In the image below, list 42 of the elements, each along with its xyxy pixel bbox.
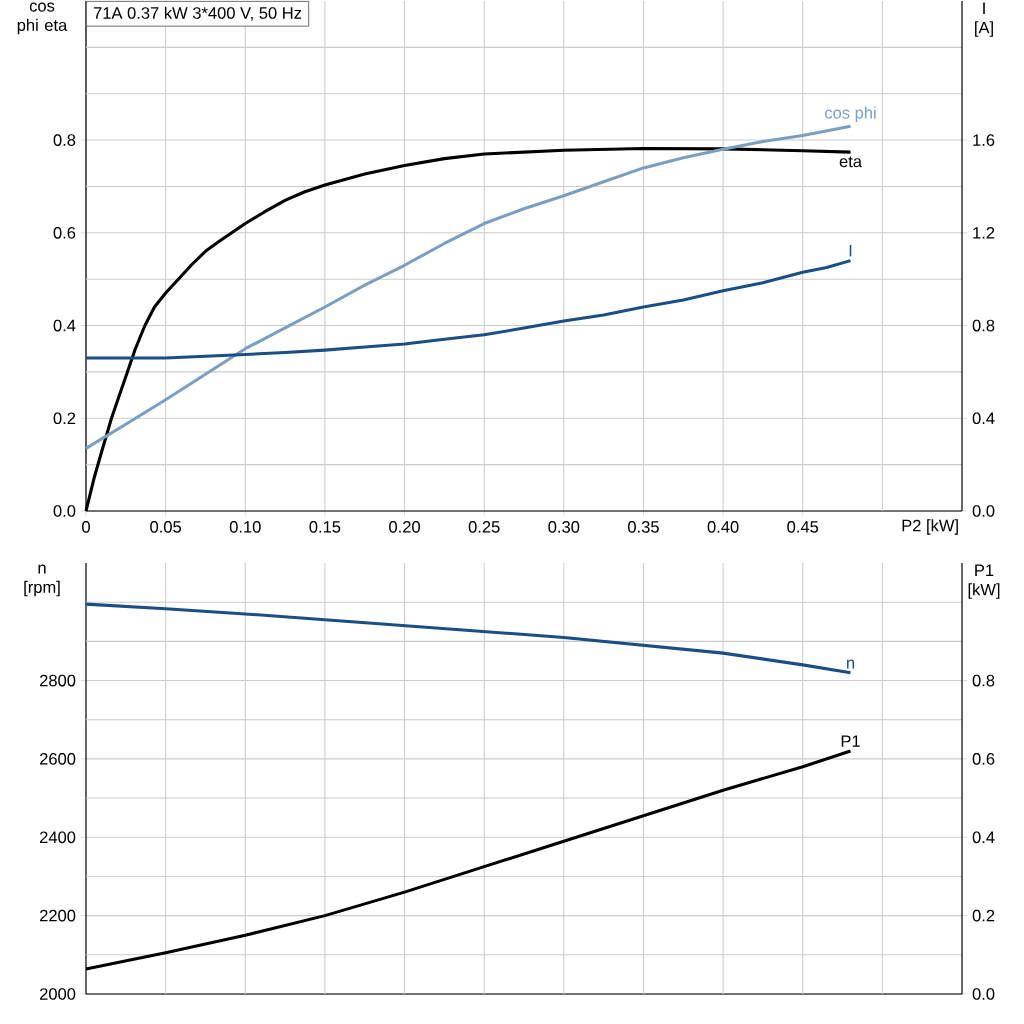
y-tick-label: 0.8: [53, 134, 76, 146]
y-axis-title: cos phi eta: [17, 2, 68, 35]
y-tick-label: 2800: [40, 674, 76, 687]
y2-tick-label: 0.0: [972, 988, 995, 1000]
y-axis-title: n [rpm]: [24, 564, 60, 597]
chart-title: 71A 0.37 kW 3*400 V, 50 Hz: [93, 6, 302, 21]
y2-tick-label: 1.6: [973, 134, 995, 146]
y2-tick-label: 0.8: [972, 319, 995, 332]
x-tick-label: 0.10: [229, 521, 261, 533]
x-tick-label: 0.30: [548, 521, 580, 533]
x-axis-title: P2 [kW]: [902, 519, 958, 535]
y-tick-label: 2200: [40, 909, 76, 922]
x-tick-label: 0.40: [707, 521, 739, 533]
y2-tick-label: 0.8: [972, 674, 995, 687]
y-tick-label: 0.2: [53, 412, 76, 425]
x-tick-label: 0.20: [389, 521, 420, 533]
y2-tick-label: 0.4: [972, 831, 995, 844]
x-tick-label: 0.15: [309, 521, 341, 533]
series-label: n: [847, 659, 855, 669]
y-tick-label: 2400: [40, 831, 76, 844]
y-tick-label: 0.0: [53, 505, 76, 517]
y2-tick-label: 0.2: [972, 909, 995, 922]
y2-tick-label: 0.6: [972, 753, 995, 765]
y-tick-label: 0.6: [53, 226, 76, 239]
x-tick-label: 0.25: [468, 521, 500, 533]
y-tick-label: 0.4: [53, 319, 76, 332]
y2-tick-label: 0.0: [972, 505, 995, 517]
x-tick-label: 0.35: [628, 521, 659, 533]
y2-tick-label: 1.2: [973, 227, 995, 239]
x-tick-label: 0.05: [150, 521, 182, 533]
line-series: [84, 259, 853, 360]
y2-tick-label: 0.4: [972, 412, 995, 425]
x-tick-label: 0.45: [787, 521, 819, 533]
y2-axis-title: I [A]: [975, 2, 993, 37]
series-label: cos phi: [825, 106, 876, 122]
y-tick-label: 2000: [40, 988, 76, 1000]
x-tick-label: 0: [82, 521, 90, 533]
y2-axis-title: P1 [kW]: [968, 564, 1000, 599]
series-label: I: [849, 244, 852, 257]
series-label: eta: [839, 156, 863, 168]
series-label: P1: [841, 735, 860, 747]
y-tick-label: 2600: [40, 753, 76, 765]
